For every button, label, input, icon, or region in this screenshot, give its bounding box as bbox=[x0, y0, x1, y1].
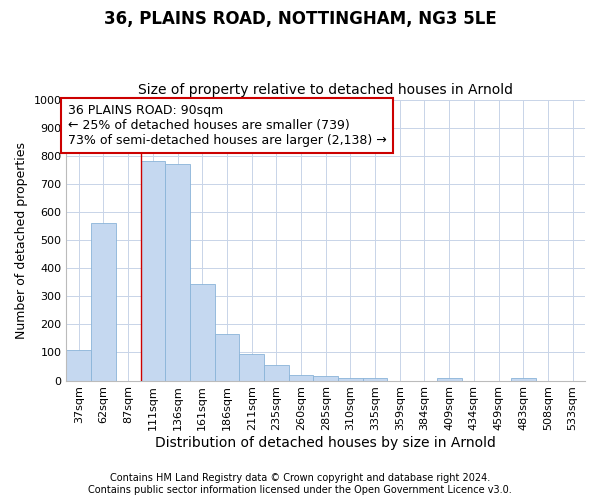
Bar bbox=[511, 378, 536, 380]
Bar bbox=[437, 378, 461, 380]
Bar bbox=[363, 378, 388, 380]
Bar bbox=[264, 365, 289, 380]
Bar bbox=[215, 334, 239, 380]
Y-axis label: Number of detached properties: Number of detached properties bbox=[15, 142, 28, 338]
X-axis label: Distribution of detached houses by size in Arnold: Distribution of detached houses by size … bbox=[155, 436, 496, 450]
Text: 36 PLAINS ROAD: 90sqm
← 25% of detached houses are smaller (739)
73% of semi-det: 36 PLAINS ROAD: 90sqm ← 25% of detached … bbox=[68, 104, 386, 147]
Bar bbox=[239, 354, 264, 380]
Text: 36, PLAINS ROAD, NOTTINGHAM, NG3 5LE: 36, PLAINS ROAD, NOTTINGHAM, NG3 5LE bbox=[104, 10, 496, 28]
Bar bbox=[190, 284, 215, 380]
Bar bbox=[140, 162, 165, 380]
Bar bbox=[67, 350, 91, 380]
Title: Size of property relative to detached houses in Arnold: Size of property relative to detached ho… bbox=[138, 83, 513, 97]
Bar bbox=[289, 375, 313, 380]
Text: Contains HM Land Registry data © Crown copyright and database right 2024.
Contai: Contains HM Land Registry data © Crown c… bbox=[88, 474, 512, 495]
Bar bbox=[313, 376, 338, 380]
Bar bbox=[165, 164, 190, 380]
Bar bbox=[338, 378, 363, 380]
Bar bbox=[91, 223, 116, 380]
